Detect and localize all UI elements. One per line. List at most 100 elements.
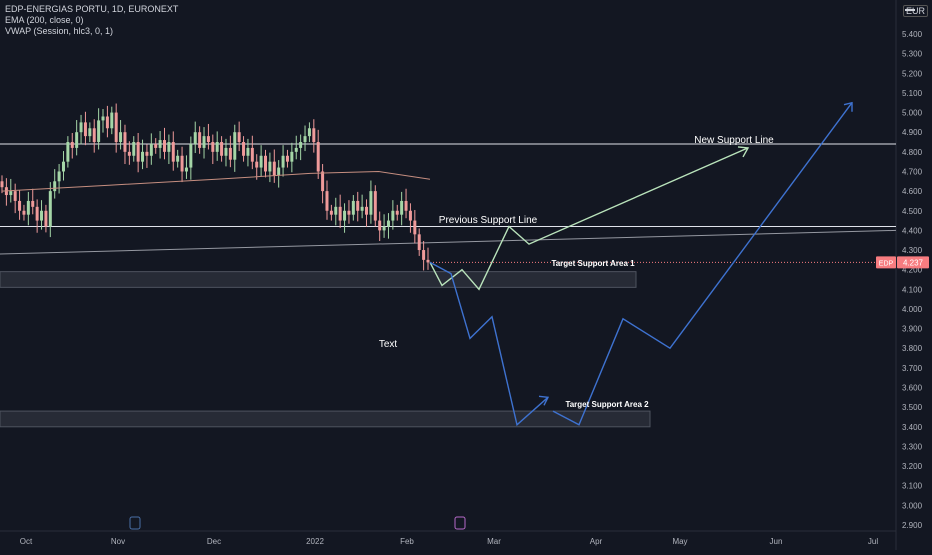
candle [127,151,131,156]
projection-path-blue[interactable] [429,261,549,427]
y-tick-label: 3.900 [902,325,923,334]
x-tick-label: Jul [868,537,878,546]
candle [250,147,254,162]
candle [158,140,162,148]
annotation-previous_support[interactable]: Previous Support Line [439,215,538,226]
candle [180,155,184,172]
candle [277,167,281,176]
candle [202,136,206,148]
candle [145,151,149,156]
annotation-text[interactable]: Text [379,339,398,350]
candle [83,122,87,137]
y-tick-label: 4.400 [902,226,923,235]
arrow-head-icon [843,101,853,112]
candle [206,136,210,143]
candle [105,116,109,129]
candle [360,206,364,211]
annotation-target1[interactable]: Target Support Area 1 [551,259,635,268]
candle [31,200,35,207]
legend-ema[interactable]: EMA (200, close, 0) [5,15,84,25]
candle [123,132,127,152]
candle [141,151,145,162]
candle [110,112,114,129]
price-tag-symbol-label: EDP [879,260,894,267]
candle [413,220,417,235]
legend-vwap[interactable]: VWAP (Session, hlc3, 0, 1) [5,26,114,36]
candle [299,142,303,148]
y-tick-label: 5.000 [902,109,923,118]
candle [386,220,390,227]
candle [259,155,263,168]
candle [136,142,140,162]
candle [312,128,316,143]
x-tick-label: Apr [590,537,603,546]
candle [215,142,219,152]
y-tick-label: 3.300 [902,442,923,451]
event-marker-icon[interactable] [129,516,141,530]
annotation-target2[interactable]: Target Support Area 2 [565,400,649,409]
annotation-new_support[interactable]: New Support Line [694,135,774,146]
candle [22,210,26,215]
candle [61,161,65,172]
candle [154,143,158,148]
x-tick-label: Oct [20,537,33,546]
y-tick-label: 4.000 [902,305,923,314]
candle [373,191,377,221]
candle [44,210,48,227]
target-zone[interactable] [0,271,637,288]
trend-line[interactable] [0,229,897,255]
x-tick-label: 2022 [306,537,324,546]
candle [242,142,246,156]
candle [272,161,276,176]
candle [290,151,294,162]
y-tick-label: 4.600 [902,187,923,196]
candle [307,128,311,137]
candle [57,171,61,182]
projection-path-blue[interactable] [552,102,853,426]
candle [264,155,268,172]
candle [325,191,329,211]
candle [18,200,22,211]
projection-path-green[interactable] [429,147,749,291]
candle [422,250,426,260]
currency-label[interactable]: EUR [903,5,929,17]
candle [417,234,421,251]
candle [9,191,13,196]
candle [101,116,105,121]
x-tick-label: Nov [111,537,125,546]
candle [303,136,307,143]
target-zone[interactable] [0,410,651,428]
price-tag-value: 4.237 [903,258,924,267]
candle [228,147,232,160]
collapse-icon[interactable] [905,9,915,11]
candle [321,171,325,192]
event-marker-icon[interactable] [454,516,466,530]
legend-symbol[interactable]: EDP-ENERGIAS PORTU, 1D, EURONEXT [5,4,179,14]
candle [343,210,347,221]
candle [351,200,355,215]
x-tick-label: Feb [400,537,414,546]
candle [162,140,166,152]
price-tag[interactable] [897,256,929,269]
candle [220,142,224,156]
candle [149,143,153,156]
y-tick-label: 3.500 [902,403,923,412]
candle [167,142,171,152]
candle [92,128,96,143]
y-tick-label: 5.100 [902,89,923,98]
candle [184,167,188,172]
candle [70,142,74,148]
y-tick-label: 3.700 [902,364,923,373]
candle [211,142,215,152]
candle [40,210,44,221]
price-tag-symbol[interactable] [876,256,896,269]
candle [334,206,338,215]
y-tick-label: 4.500 [902,207,923,216]
y-tick-label: 3.000 [902,501,923,510]
x-tick-label: Mar [487,537,501,546]
y-tick-label: 4.900 [902,128,923,137]
candle [97,120,101,143]
candle [237,132,241,143]
